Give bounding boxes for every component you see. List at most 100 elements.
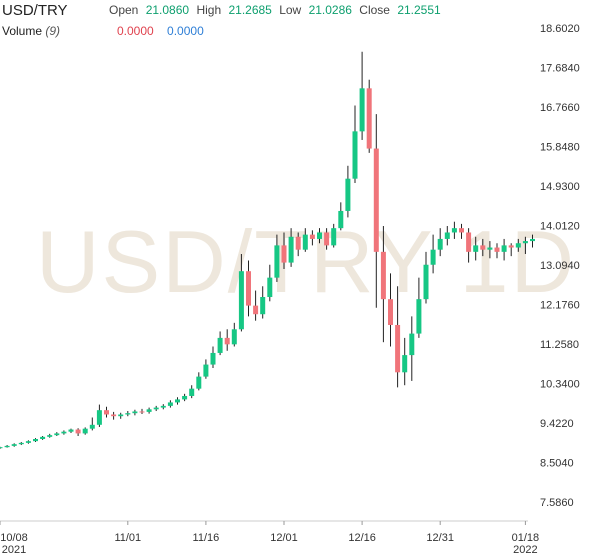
y-tick-label: 11.2580 xyxy=(540,339,579,351)
candle-up xyxy=(210,352,216,365)
candle-up xyxy=(196,376,202,389)
candle-down xyxy=(480,245,486,250)
y-axis-ticks: 18.6020 17.6840 16.7660 15.8480 14.9300 14.01… xyxy=(540,23,580,509)
candle-up xyxy=(182,395,188,400)
candle-up xyxy=(345,178,351,211)
watermark-text: USD/TRY 1D xyxy=(36,212,576,311)
candle-up xyxy=(473,245,479,252)
candle-up xyxy=(175,399,180,403)
candle-down xyxy=(324,232,330,246)
candle-up xyxy=(33,439,38,442)
candle-up xyxy=(132,411,138,414)
candle-up xyxy=(451,228,457,233)
candles-group xyxy=(0,51,535,449)
candle-up xyxy=(416,299,422,334)
x-tick-label: 12/31 xyxy=(426,532,454,544)
candle-up xyxy=(89,424,95,429)
close-label: Close xyxy=(359,3,390,17)
candle-up xyxy=(409,333,415,356)
candle-up xyxy=(61,431,67,434)
candle-down xyxy=(366,88,372,149)
candle-down xyxy=(380,251,386,300)
x-tick-label: 01/18 xyxy=(512,532,540,544)
candle-up xyxy=(40,436,46,440)
candle-up xyxy=(302,234,308,250)
candle-down xyxy=(388,299,393,325)
open-label: Open xyxy=(109,3,139,17)
candle-down xyxy=(246,271,251,306)
high-label: High xyxy=(196,3,222,17)
y-tick-label: 14.9300 xyxy=(540,181,580,193)
y-tick-label: 17.6840 xyxy=(540,63,580,75)
x-tick-year: 2022 xyxy=(513,544,537,556)
candle-up xyxy=(359,88,365,132)
x-tick-label: 10/08 xyxy=(0,532,28,544)
candle-up xyxy=(82,428,88,434)
candle-up xyxy=(331,228,337,246)
candle-up xyxy=(317,232,322,239)
symbol-title: USD/TRY xyxy=(2,2,68,19)
y-tick-label: 9.4220 xyxy=(540,418,574,430)
candle-down xyxy=(494,247,500,252)
y-tick-label: 13.0940 xyxy=(540,260,580,272)
candle-up xyxy=(203,364,209,377)
candle-up xyxy=(25,441,31,443)
candle-up xyxy=(352,131,358,179)
y-tick-label: 16.7660 xyxy=(540,102,580,114)
y-tick-label: 7.5860 xyxy=(540,497,574,509)
candle-up xyxy=(146,409,152,412)
candle-down xyxy=(459,228,464,233)
candle-up xyxy=(437,238,443,250)
volume-period: (9) xyxy=(45,24,61,38)
candle-up xyxy=(0,447,3,449)
volume-indicator: Volume (9) xyxy=(2,24,60,38)
y-tick-label: 8.5040 xyxy=(540,458,574,470)
candle-down xyxy=(139,411,145,413)
candle-up xyxy=(487,247,493,250)
candle-down xyxy=(373,148,379,252)
candle-up xyxy=(4,445,10,448)
candle-up xyxy=(530,238,535,242)
open-value: 21.0860 xyxy=(145,3,190,17)
candle-up xyxy=(338,210,344,229)
volume-values: 0.0000 0.0000 xyxy=(117,24,204,38)
high-value: 21.2685 xyxy=(228,3,272,17)
candle-up xyxy=(430,249,436,265)
candle-up xyxy=(444,232,450,239)
low-label: Low xyxy=(279,3,302,17)
candle-up xyxy=(515,243,521,248)
candle-up xyxy=(238,271,244,330)
candle-down xyxy=(104,410,109,415)
candle-up xyxy=(125,413,131,415)
candle-down xyxy=(395,324,401,373)
candle-up xyxy=(189,388,195,396)
candle-up xyxy=(288,236,294,263)
candle-up xyxy=(402,355,408,373)
candle-up xyxy=(11,444,17,446)
y-tick-label: 18.6020 xyxy=(540,23,580,35)
y-tick-label: 15.8480 xyxy=(540,142,580,154)
candle-down xyxy=(508,245,514,248)
volume-value-2: 0.0000 xyxy=(167,24,204,38)
candle-up xyxy=(423,264,429,300)
low-value: 21.0286 xyxy=(308,3,352,17)
close-value: 21.2551 xyxy=(397,3,441,17)
candle-up xyxy=(96,410,102,425)
y-tick-label: 12.1760 xyxy=(540,300,580,312)
ohlc-readout: Open 21.0860 High 21.2685 Low 21.0286 Cl… xyxy=(109,3,445,17)
candle-up xyxy=(217,337,223,353)
x-tick-label: 11/16 xyxy=(193,532,220,544)
candle-up xyxy=(231,329,237,345)
candle-up xyxy=(54,433,60,436)
y-tick-label: 14.0120 xyxy=(540,221,580,233)
candle-down xyxy=(224,337,230,345)
candle-up xyxy=(160,405,166,408)
candle-up xyxy=(47,435,53,437)
candle-down xyxy=(75,429,81,434)
candle-up xyxy=(68,429,74,432)
x-tick-label: 11/01 xyxy=(114,532,141,544)
volume-value-1: 0.0000 xyxy=(117,24,154,38)
candle-up xyxy=(274,245,280,278)
x-tick-label: 12/16 xyxy=(348,532,376,544)
